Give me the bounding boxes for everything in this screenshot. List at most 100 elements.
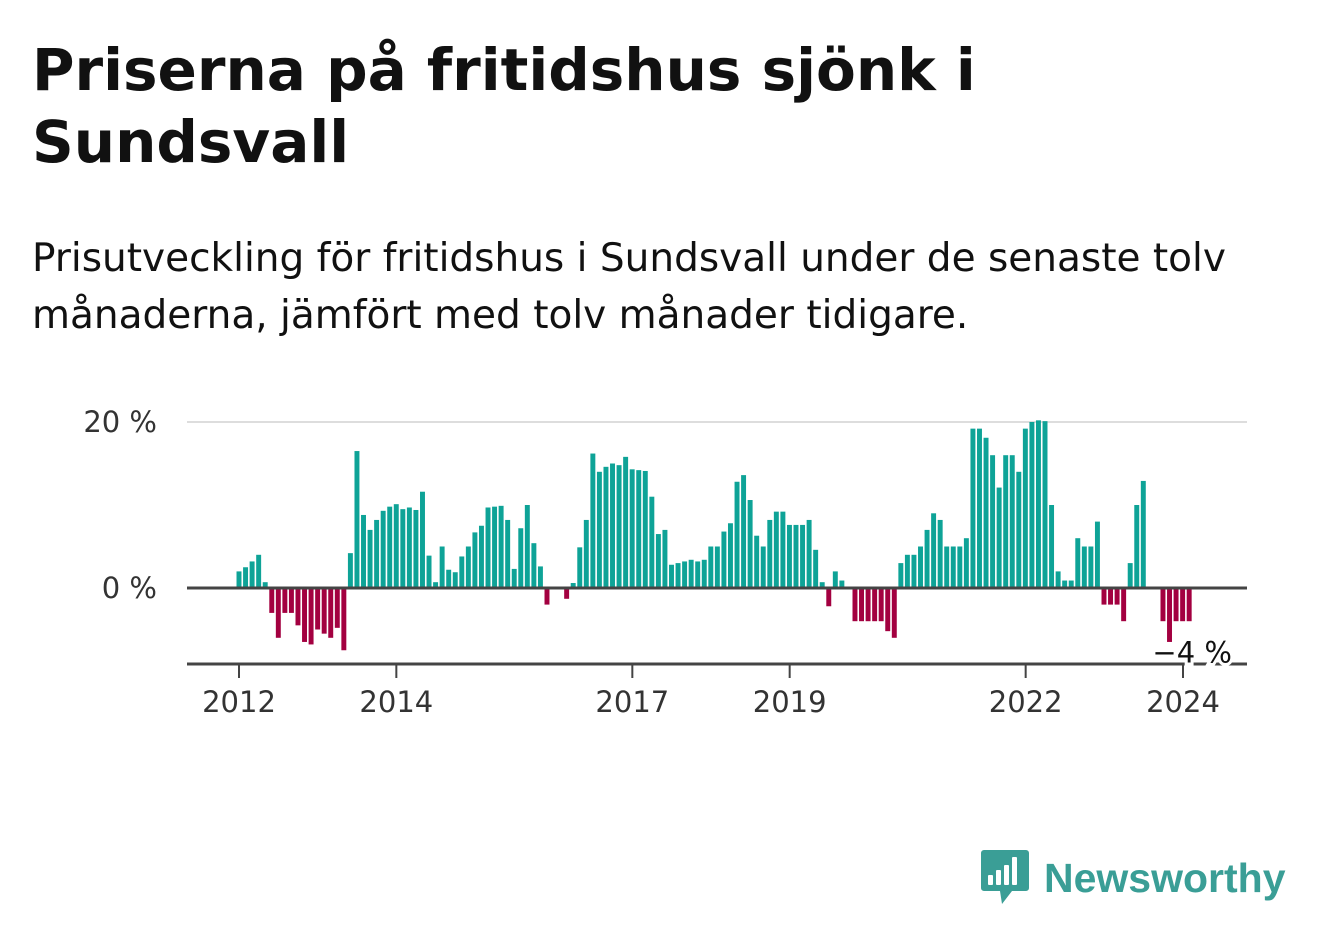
bar <box>603 466 609 588</box>
bar <box>577 547 583 588</box>
bar <box>990 455 996 588</box>
bar <box>308 588 314 645</box>
bar <box>459 556 465 588</box>
bar <box>256 554 262 588</box>
bar <box>249 561 255 588</box>
bar <box>786 524 792 588</box>
bar <box>1062 580 1068 588</box>
bar <box>426 555 432 588</box>
bar <box>367 529 373 588</box>
bar <box>780 511 786 588</box>
bar <box>1114 588 1120 605</box>
bar <box>616 465 622 588</box>
bar <box>380 510 386 588</box>
bar <box>721 531 727 588</box>
bar <box>859 588 864 622</box>
bar <box>950 546 956 588</box>
bar <box>590 453 596 588</box>
bar <box>269 588 275 613</box>
bar <box>1167 588 1172 642</box>
bar <box>760 546 766 588</box>
bar <box>393 504 399 588</box>
bar <box>400 509 406 588</box>
bar <box>302 588 307 642</box>
bar <box>243 567 249 588</box>
y-tick-label: 20 % <box>83 405 157 439</box>
bar <box>977 428 982 588</box>
bar <box>446 569 452 588</box>
bar <box>983 437 989 588</box>
bar <box>642 470 648 588</box>
bar <box>465 546 471 588</box>
bar <box>374 519 380 588</box>
bar <box>708 546 714 588</box>
bar <box>747 500 753 588</box>
bar <box>478 525 484 588</box>
bar <box>682 561 688 588</box>
x-tick-label: 2014 <box>359 685 433 719</box>
bar <box>754 535 760 588</box>
bar <box>813 549 819 588</box>
bar <box>734 481 740 588</box>
bar <box>505 519 511 588</box>
bar <box>275 588 281 638</box>
bar <box>1068 580 1074 588</box>
bar <box>1186 588 1192 622</box>
bar <box>387 506 393 588</box>
bar <box>1016 471 1022 588</box>
bar <box>741 475 747 588</box>
bar <box>767 519 773 588</box>
bar <box>878 588 884 622</box>
x-tick-label: 2024 <box>1146 685 1220 719</box>
bar <box>1127 563 1133 588</box>
bar <box>963 538 969 588</box>
bar-chart: 0 % 20 % 2012 2014 2017 2019 2022 2024 −4 % <box>83 405 1247 719</box>
bar <box>406 507 412 588</box>
bar <box>944 546 950 588</box>
chart-subtitle: Prisutveckling för fritidshus i Sundsval… <box>32 236 1226 338</box>
bar <box>1134 505 1140 588</box>
bar <box>924 529 930 588</box>
bar <box>669 564 674 588</box>
bar <box>472 532 478 588</box>
bar <box>911 554 917 588</box>
bar <box>236 571 242 588</box>
bar <box>970 428 976 588</box>
bar <box>583 519 589 588</box>
bar <box>904 554 910 588</box>
bar <box>918 546 923 588</box>
bar <box>898 563 904 588</box>
bar <box>655 534 661 588</box>
bar <box>1042 421 1048 588</box>
bar <box>596 471 602 588</box>
newsworthy-brand: Newsworthy <box>980 848 1286 908</box>
bar <box>341 588 347 651</box>
bar <box>537 566 543 588</box>
newsworthy-logo-icon <box>981 850 1029 904</box>
bar <box>518 528 524 588</box>
bar <box>773 511 779 588</box>
bar <box>891 588 897 638</box>
bar <box>524 505 530 588</box>
bar <box>819 582 825 588</box>
bar <box>1094 521 1100 588</box>
bar <box>727 523 733 588</box>
bar <box>295 588 301 626</box>
bar <box>1121 588 1127 622</box>
bar <box>413 509 419 588</box>
bar <box>1108 588 1114 605</box>
x-tick-label: 2012 <box>202 685 276 719</box>
bar <box>1180 588 1186 622</box>
bar <box>662 529 668 588</box>
bar <box>485 507 491 588</box>
bar <box>1049 505 1055 588</box>
bar <box>826 588 832 607</box>
bar <box>315 588 321 630</box>
bar <box>531 543 537 588</box>
bar <box>439 546 445 588</box>
bar <box>498 505 504 588</box>
bar <box>629 469 635 588</box>
bar <box>931 513 937 588</box>
bar <box>492 506 498 588</box>
bar <box>1173 588 1179 622</box>
